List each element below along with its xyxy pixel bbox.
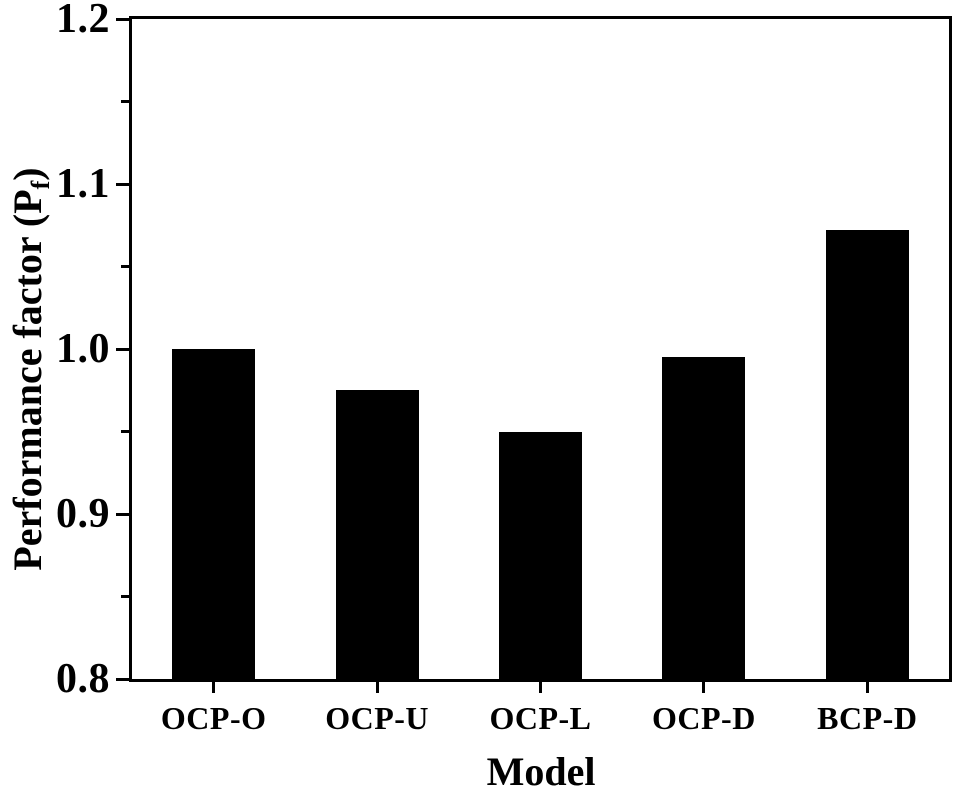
x-major-tick	[865, 682, 869, 693]
x-tick-label-bcp-d: BCP-D	[817, 700, 918, 736]
x-tick-label-ocp-l: OCP-L	[489, 700, 592, 736]
y-tick-label: 0.9	[56, 491, 110, 537]
bar-ocp-l	[499, 431, 582, 679]
x-tick-label-ocp-u: OCP-U	[325, 700, 429, 736]
y-major-tick	[116, 347, 129, 351]
y-minor-tick	[121, 265, 129, 268]
x-major-tick	[539, 682, 542, 693]
bar-ocp-d	[662, 357, 746, 679]
y-major-tick	[116, 182, 129, 186]
x-tick-label-ocp-o: OCP-O	[160, 700, 267, 736]
x-major-tick	[212, 682, 216, 693]
x-tick-label-ocp-d: OCP-D	[651, 700, 756, 736]
x-major-tick	[702, 682, 706, 693]
y-minor-tick	[121, 430, 129, 433]
bar-bcp-d	[825, 230, 909, 679]
y-tick-label: 0.8	[56, 656, 110, 702]
y-minor-tick	[121, 100, 129, 103]
y-tick-label: 1.0	[56, 326, 110, 372]
x-axis-title: Model	[486, 749, 596, 794]
y-tick-label: 1.2	[56, 0, 110, 42]
y-minor-tick	[121, 595, 129, 598]
bar-ocp-o	[172, 349, 256, 679]
y-major-tick	[116, 677, 129, 681]
bar-ocp-u	[335, 390, 419, 679]
y-tick-label: 1.1	[56, 161, 110, 207]
y-major-tick	[116, 17, 129, 21]
y-major-tick	[116, 512, 129, 516]
x-major-tick	[375, 682, 379, 693]
